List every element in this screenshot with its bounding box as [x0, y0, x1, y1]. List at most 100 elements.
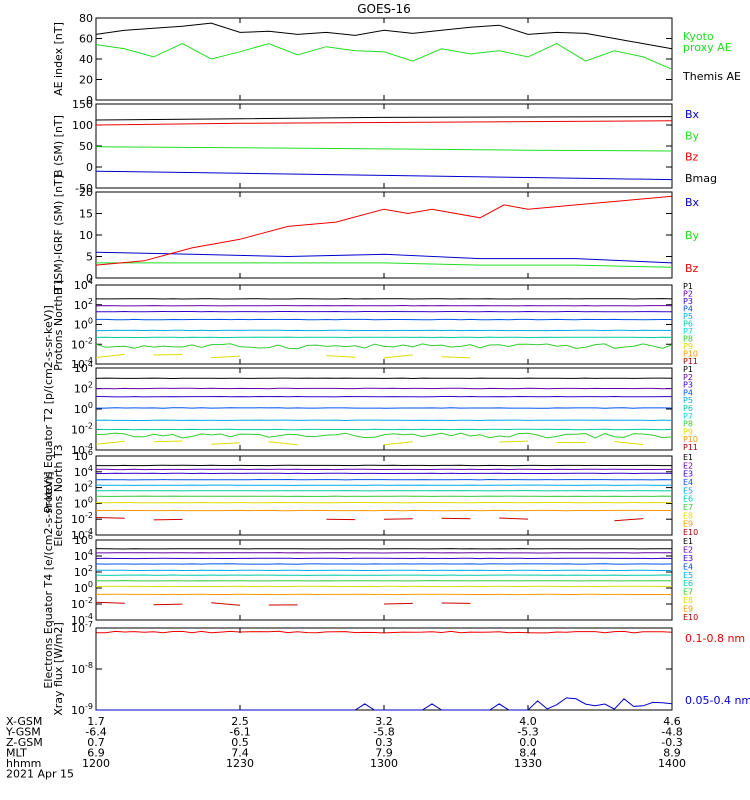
x-tick-value: 1230 — [226, 757, 254, 770]
y-tick-label: 150 — [72, 98, 93, 111]
legend-entry: Bz — [685, 262, 699, 275]
x-tick-value: -4.8 — [661, 726, 682, 739]
series-line-themis-ae — [95, 22, 673, 50]
y-tick-label: -50 — [75, 182, 93, 195]
x-row-label: MLT — [6, 747, 27, 760]
series-segment-e10 — [499, 517, 529, 520]
x-tick-value: 8.4 — [519, 747, 537, 760]
series-segment-p8 — [326, 355, 356, 358]
series-segment-p8 — [211, 355, 241, 359]
y-axis-label: Protons Equator T2 [p/(cm2-s-sr-keV)] — [42, 305, 55, 513]
legend-entry: 0.1-0.8 nm — [685, 632, 745, 645]
chart-title: GOES-16 — [357, 2, 411, 16]
legend-entry: P3 — [683, 297, 693, 306]
legend-entry: E1 — [683, 453, 693, 462]
y-axis-label: Electrons North T3 — [52, 444, 65, 546]
legend-entry: P2 — [683, 373, 693, 382]
y-tick-label: 100 — [74, 317, 93, 332]
y-tick-label: 15 — [79, 208, 93, 221]
y-tick-label: 20 — [79, 74, 93, 87]
y-tick-exponent: -4 — [85, 527, 93, 536]
legend-entry: E7 — [683, 503, 693, 512]
legend-entry: E9 — [683, 605, 693, 614]
series-line-p7 — [95, 432, 673, 439]
y-tick-exponent: 4 — [88, 360, 93, 369]
y-tick-exponent: 6 — [88, 532, 93, 541]
x-tick-value: 7.9 — [375, 747, 393, 760]
y-tick-label: 80 — [79, 12, 93, 25]
x-tick-value: 1200 — [82, 757, 110, 770]
series-segment-p8 — [499, 440, 529, 443]
legend-entry: 0.05-0.4 nm — [685, 694, 750, 707]
legend-entry: P8 — [683, 335, 693, 344]
y-tick-exponent: 0 — [88, 495, 93, 504]
y-tick-label: 10-2 — [71, 336, 93, 351]
y-tick-exponent: -4 — [85, 442, 93, 451]
y-tick-exponent: 2 — [88, 480, 93, 489]
y-tick-exponent: -7 — [85, 620, 93, 629]
y-axis-label: AE index [nT] — [52, 22, 65, 96]
y-tick-label: 102 — [74, 480, 93, 495]
y-tick-exponent: 2 — [88, 564, 93, 573]
legend-entry: P10 — [683, 435, 698, 444]
y-tick-label: 10-2 — [71, 422, 93, 437]
series-line-bz — [95, 195, 673, 266]
y-tick-exponent: -8 — [85, 661, 93, 670]
legend-entry: P6 — [683, 404, 693, 413]
y-axis-label: B (SM) [nT] — [52, 115, 65, 177]
series-segment-p8 — [383, 354, 413, 359]
series-segment-e10 — [153, 518, 183, 521]
legend-entry: E3 — [683, 470, 693, 479]
y-tick-exponent: 4 — [88, 277, 93, 286]
y-tick-exponent: 0 — [88, 401, 93, 410]
y-tick-label: 106 — [74, 448, 93, 463]
legend-entry: E2 — [683, 461, 693, 470]
legend-entry: P4 — [683, 305, 693, 314]
legend-entry: E3 — [683, 554, 693, 563]
legend-entry: P1 — [683, 365, 693, 374]
x-row-label: X-GSM — [6, 715, 42, 728]
y-tick-exponent: -2 — [85, 336, 93, 345]
x-tick-value: 1300 — [370, 757, 398, 770]
series-line-p7 — [95, 343, 673, 350]
legend-entry: By — [685, 129, 700, 142]
legend-entry: E7 — [683, 588, 693, 597]
legend-entry: P2 — [683, 290, 693, 299]
x-tick-value: 4.0 — [519, 715, 537, 728]
series-segment-e10 — [95, 601, 125, 604]
x-tick-value: -5.3 — [517, 726, 538, 739]
x-tick-value: 0.5 — [231, 736, 249, 749]
series-segment-e10 — [441, 517, 471, 520]
y-tick-exponent: -4 — [85, 356, 93, 365]
legend-entry: E8 — [683, 596, 693, 605]
legend-entry: By — [685, 229, 700, 242]
x-tick-value: 4.6 — [663, 715, 681, 728]
x-row-label: Y-GSM — [5, 726, 41, 739]
series-segment-p8 — [153, 354, 183, 356]
y-tick-label: 0 — [86, 161, 93, 174]
series-line-bz — [95, 120, 673, 126]
legend-entry: P6 — [683, 320, 693, 329]
y-tick-label: 106 — [74, 532, 93, 547]
legend-entry: Kyoto — [683, 30, 714, 43]
legend-entry: E5 — [683, 571, 693, 580]
legend-entry: E4 — [683, 478, 693, 487]
y-tick-label: 100 — [74, 495, 93, 510]
legend-entry: P4 — [683, 388, 693, 397]
series-segment-e10 — [383, 518, 413, 520]
x-tick-value: 8.9 — [663, 747, 681, 760]
panel-3: 0 5 10 15 20 B (SM)-IGRF (SM) [nT] Bx By Bz — [52, 175, 700, 295]
y-tick-label: 10-8 — [71, 661, 93, 676]
y-tick-label: 104 — [74, 277, 93, 292]
panel-frame — [95, 539, 673, 621]
y-tick-exponent: 2 — [88, 297, 93, 306]
legend-entry: E9 — [683, 520, 693, 529]
y-tick-label: 100 — [72, 119, 93, 132]
